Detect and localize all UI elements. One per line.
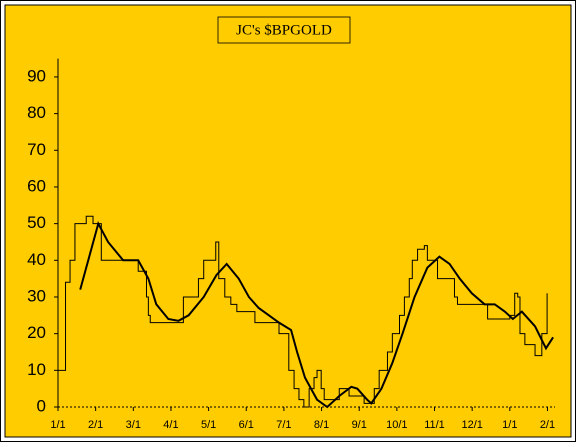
x-tick-label: 7/1 — [276, 419, 291, 431]
x-tick-label: 9/1 — [352, 419, 367, 431]
x-tick-label: 2/1 — [540, 419, 555, 431]
y-tick-label: 80 — [27, 103, 46, 122]
x-tick-label: 1/1 — [50, 419, 65, 431]
y-tick-label: 30 — [27, 286, 46, 305]
x-tick-label: 10/1 — [386, 419, 407, 431]
series-line — [79, 220, 554, 409]
y-tick-label: 0 — [37, 396, 46, 415]
x-tick-label: 5/1 — [201, 419, 216, 431]
y-tick-label: 90 — [27, 66, 46, 85]
x-tick-label: 6/1 — [239, 419, 254, 431]
series-line — [58, 215, 548, 408]
x-tick-label: 3/1 — [126, 419, 141, 431]
x-tick-label: 8/1 — [314, 419, 329, 431]
y-tick-label: 70 — [27, 140, 46, 159]
x-tick-label: 12/1 — [461, 419, 482, 431]
y-tick-label: 60 — [27, 176, 46, 195]
y-tick-label: 50 — [27, 213, 46, 232]
y-tick-label: 10 — [27, 360, 46, 379]
y-tick-label: 20 — [27, 323, 46, 342]
plot-background — [4, 4, 572, 438]
x-tick-label: 1/1 — [502, 419, 517, 431]
y-tick-label: 40 — [27, 250, 46, 269]
x-tick-label: 4/1 — [163, 419, 178, 431]
x-tick-label: 2/1 — [88, 419, 103, 431]
chart-title: JC's $BPGOLD — [236, 22, 332, 38]
x-tick-label: 11/1 — [424, 419, 445, 431]
title-box — [217, 16, 351, 44]
